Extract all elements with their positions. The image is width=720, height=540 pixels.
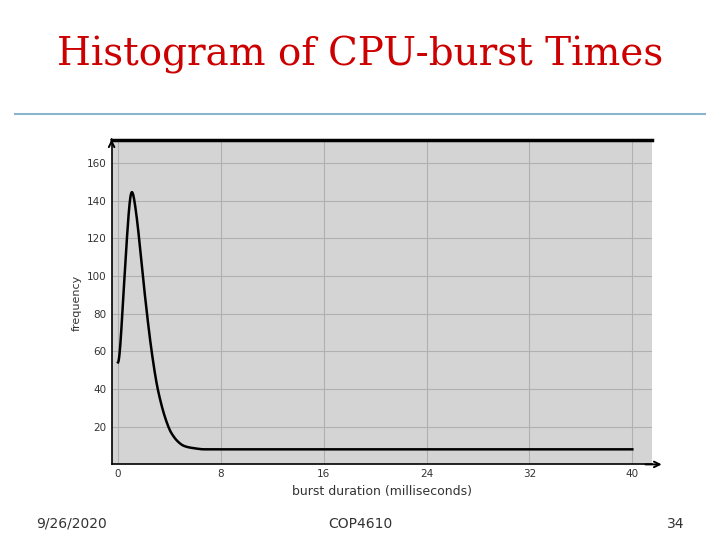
Text: COP4610: COP4610 [328, 517, 392, 531]
X-axis label: burst duration (milliseconds): burst duration (milliseconds) [292, 485, 472, 498]
Text: 9/26/2020: 9/26/2020 [36, 517, 107, 531]
Y-axis label: frequency: frequency [71, 274, 81, 330]
Text: Histogram of CPU-burst Times: Histogram of CPU-burst Times [57, 36, 663, 73]
Text: 34: 34 [667, 517, 684, 531]
